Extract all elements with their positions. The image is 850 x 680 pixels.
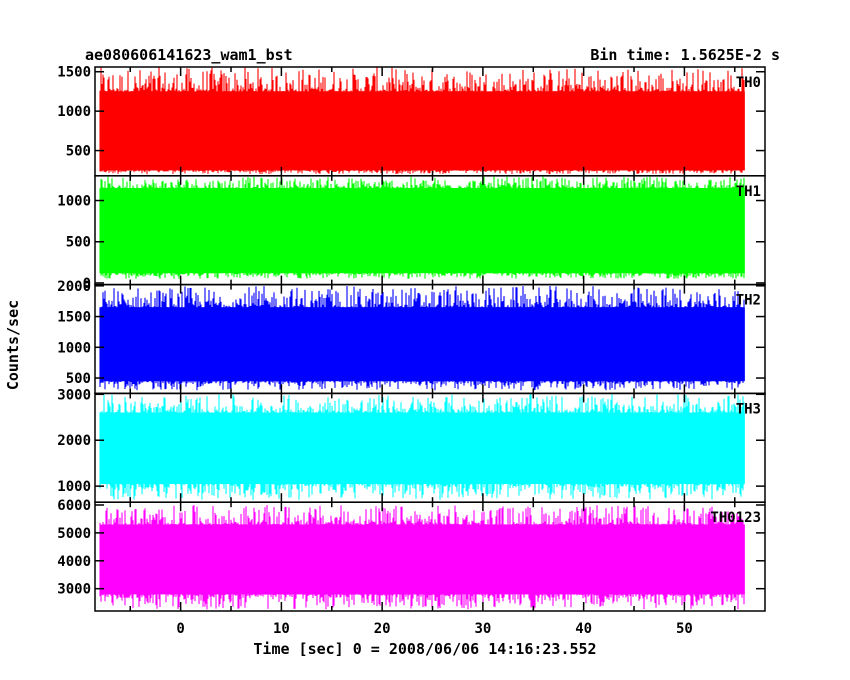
x-tick-label: 20 — [374, 621, 391, 637]
panel-label-th0: TH0 — [736, 75, 761, 91]
series-th0123-core — [100, 524, 745, 595]
x-tick-label: 0 — [176, 621, 184, 637]
panel-th0: 500 1000 1500 TH0 — [57, 65, 766, 177]
y-tick-label: 3000 — [57, 387, 91, 403]
panel-label-th1: TH1 — [736, 184, 761, 200]
y-tick-label: 2000 — [57, 279, 91, 295]
panel-th2: 500 1000 1500 2000 TH2 — [57, 279, 766, 395]
x-tick-label: 40 — [575, 621, 592, 637]
x-tick-label: 30 — [474, 621, 491, 637]
y-tick-label: 0 — [83, 276, 91, 292]
y-axis-label: Counts/sec — [4, 300, 22, 390]
y-tick-label: 1000 — [57, 479, 91, 495]
series-th3-core — [100, 412, 745, 484]
panel-label-th3: TH3 — [736, 401, 761, 417]
y-tick-label: 500 — [66, 235, 91, 251]
panels-group: 50010001500TH005001000TH1500100015002000… — [57, 65, 766, 637]
panel-th3: 1000 2000 3000 TH3 — [57, 387, 766, 503]
y-tick-label: 1000 — [57, 194, 91, 210]
series-th2-core — [100, 307, 745, 382]
x-tick-label: 50 — [676, 621, 693, 637]
plot-title: ae080606141623_wam1_bst — [85, 46, 293, 64]
series-th1-core — [100, 188, 745, 274]
y-tick-label: 2000 — [57, 433, 91, 449]
bin-time-label: Bin time: 1.5625E-2 s — [590, 46, 780, 64]
series-th0-core — [100, 91, 745, 171]
y-tick-label: 500 — [66, 144, 91, 160]
x-axis-label: Time [sec] 0 = 2008/06/06 14:16:23.552 — [253, 640, 596, 658]
y-tick-label: 3000 — [57, 582, 91, 598]
y-tick-label: 1500 — [57, 310, 91, 326]
y-tick-label: 4000 — [57, 554, 91, 570]
y-tick-label: 500 — [66, 371, 91, 387]
y-tick-label: 6000 — [57, 498, 91, 514]
panel-label-th0123: TH0123 — [710, 510, 761, 526]
panel-frame — [94, 501, 766, 612]
y-tick-label: 1000 — [57, 340, 91, 356]
panel-th1: 0 500 1000 TH1 — [57, 175, 766, 292]
y-tick-label: 1500 — [57, 65, 91, 81]
panel-th0123: 3000 4000 5000 6000 TH0123 — [57, 498, 766, 612]
y-tick-label: 5000 — [57, 526, 91, 542]
y-tick-label: 1000 — [57, 104, 91, 120]
x-tick-label: 10 — [273, 621, 290, 637]
panel-label-th2: TH2 — [736, 293, 761, 309]
